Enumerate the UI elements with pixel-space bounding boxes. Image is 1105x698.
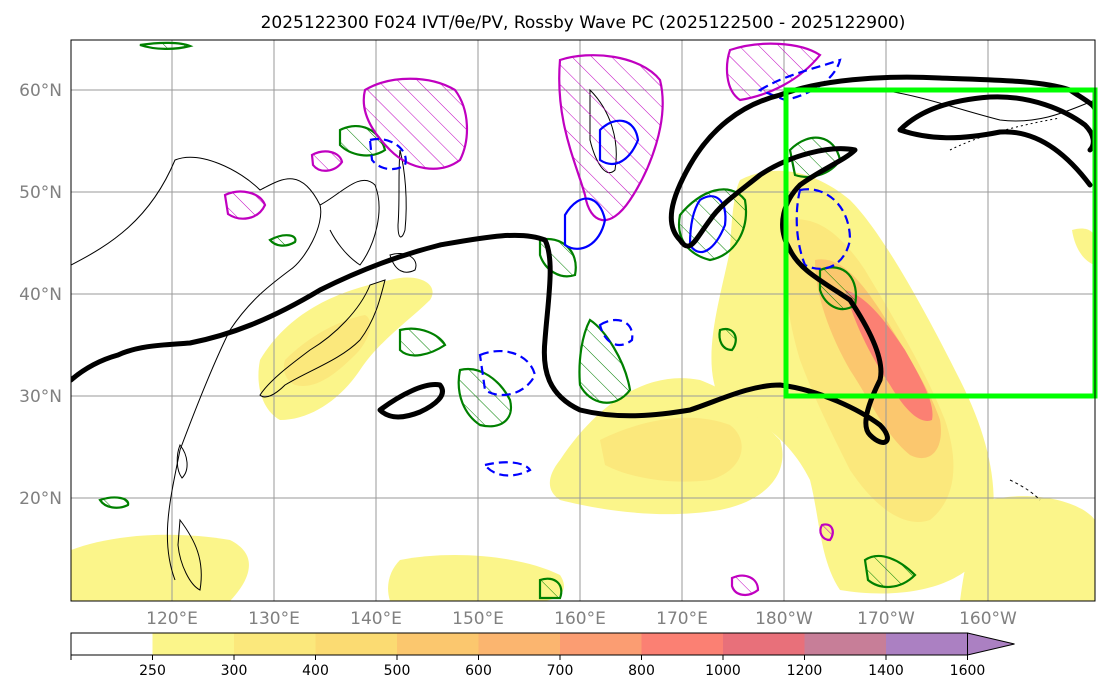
- pv-solid-1: [598, 119, 640, 166]
- lat-label-60n: 60°N: [19, 81, 62, 101]
- lon-label-120e: 120°E: [146, 609, 198, 629]
- colorbar-segment: [886, 633, 968, 655]
- alaska-coastline: [879, 89, 1095, 122]
- colorbar-segment: [397, 633, 479, 655]
- colorbar-segment: [804, 633, 887, 655]
- ivt-se: [960, 496, 1095, 601]
- colorbar-tick-label: 600: [465, 663, 492, 679]
- colorbar-outline: [70, 632, 968, 656]
- taiwan-coastline: [176, 444, 188, 479]
- wave-contour-low: [377, 382, 445, 420]
- wave-contour-ne: [897, 94, 1095, 188]
- pv-dashed-4: [483, 461, 532, 477]
- pc-cell-7: [819, 523, 834, 542]
- map-frame: [70, 39, 1096, 602]
- pc-cell-2: [558, 54, 664, 222]
- pc-cell-3: [725, 42, 822, 102]
- lon-label-170w: 170°W: [857, 609, 915, 629]
- lon-labels: 120°E 130°E 140°E 150°E 160°E 170°E 180°…: [146, 609, 1017, 629]
- pv-dashed-5: [757, 58, 842, 102]
- colorbar-tick-label: 1200: [787, 663, 823, 679]
- colorbar-segment: [641, 633, 724, 655]
- lon-label-160e: 160°E: [554, 609, 606, 629]
- japan-coastline: [259, 279, 386, 398]
- asia-coastline: [71, 156, 322, 581]
- colorbar-segment: [71, 633, 153, 655]
- colorbar-tick-label: 800: [628, 663, 655, 679]
- pc-cell-1: [362, 77, 469, 170]
- pv-solid-3: [688, 195, 727, 253]
- rossby-wave-contours: [71, 74, 1095, 445]
- theta-e-cell-9: [863, 554, 917, 588]
- ivt-east-edge: [1072, 228, 1095, 265]
- colorbar-segment: [723, 633, 805, 655]
- lon-label-180w: 180°W: [755, 609, 813, 629]
- theta-e-cell-6: [398, 327, 447, 357]
- theta-e-cell-11: [98, 496, 130, 509]
- wave-contour-main: [71, 74, 1095, 445]
- pv-dashed-1: [795, 188, 852, 270]
- theta-e-cell-4: [457, 367, 513, 428]
- philippines-coastline: [177, 518, 202, 591]
- aleutian-coastline: [949, 117, 1061, 151]
- figure-title: 2025122300 F024 IVT/θe/PV, Rossby Wave P…: [261, 13, 906, 33]
- colorbar-tick-label: 250: [139, 663, 166, 679]
- pv-solid-2: [563, 197, 607, 250]
- pc-cell-5: [310, 150, 344, 172]
- ivt-plume-east-core: [845, 290, 933, 421]
- colorbar-tick-label: 300: [221, 663, 248, 679]
- lat-label-30n: 30°N: [19, 387, 62, 407]
- colorbar-tick-label: 500: [384, 663, 411, 679]
- lat-label-50n: 50°N: [19, 183, 62, 203]
- colorbar-tick-label: 400: [302, 663, 329, 679]
- map-area: [71, 40, 1095, 601]
- lon-label-160w: 160°W: [959, 609, 1017, 629]
- theta-e-cell-5: [578, 318, 632, 404]
- theta-e-cell-12: [139, 41, 194, 50]
- colorbar-segment: [560, 633, 642, 655]
- lon-label-130e: 130°E: [248, 609, 300, 629]
- pc-contours: [223, 42, 834, 596]
- korea-coastline: [319, 179, 380, 266]
- lat-label-40n: 40°N: [19, 285, 62, 305]
- lon-label-140e: 140°E: [350, 609, 402, 629]
- pv-dashed-6: [598, 318, 634, 347]
- pc-cell-6: [730, 574, 760, 596]
- theta-e-cell-13: [718, 327, 737, 352]
- ivt-japan-2: [283, 315, 371, 386]
- ivt-band-central-2: [600, 417, 742, 482]
- colorbar-extend-arrow: [967, 632, 1015, 656]
- theta-e-cell-14: [268, 234, 297, 247]
- colorbar-tick-label: 1400: [868, 663, 904, 679]
- colorbar-tick-label: 1600: [950, 663, 986, 679]
- pv-contours: [368, 58, 852, 477]
- hawaii-coastline: [1009, 479, 1041, 501]
- colorbar-tick-label: 1000: [705, 663, 741, 679]
- colorbar-segment: [234, 633, 316, 655]
- ivt-south-2: [388, 555, 564, 601]
- lon-label-170e: 170°E: [656, 609, 708, 629]
- theta-e-cell-8: [338, 125, 387, 157]
- lat-label-20n: 20°N: [19, 489, 62, 509]
- colorbar-segment: [152, 633, 235, 655]
- colorbar-tick-label: 700: [547, 663, 574, 679]
- pc-cell-4: [223, 190, 267, 220]
- lon-label-150e: 150°E: [452, 609, 504, 629]
- ivt-south: [71, 534, 249, 601]
- sakhalin-coastline: [397, 149, 407, 238]
- theta-e-cell-10: [538, 577, 563, 600]
- colorbar-segment: [478, 633, 561, 655]
- lat-labels: 20°N 30°N 40°N 50°N 60°N: [19, 81, 62, 509]
- colorbar: 250 300 400 500 600 700 800 1000 1200 1400 1600: [70, 632, 1015, 679]
- pv-dashed-3: [368, 137, 407, 171]
- colorbar-segment: [315, 633, 398, 655]
- pv-dashed-2: [478, 350, 537, 397]
